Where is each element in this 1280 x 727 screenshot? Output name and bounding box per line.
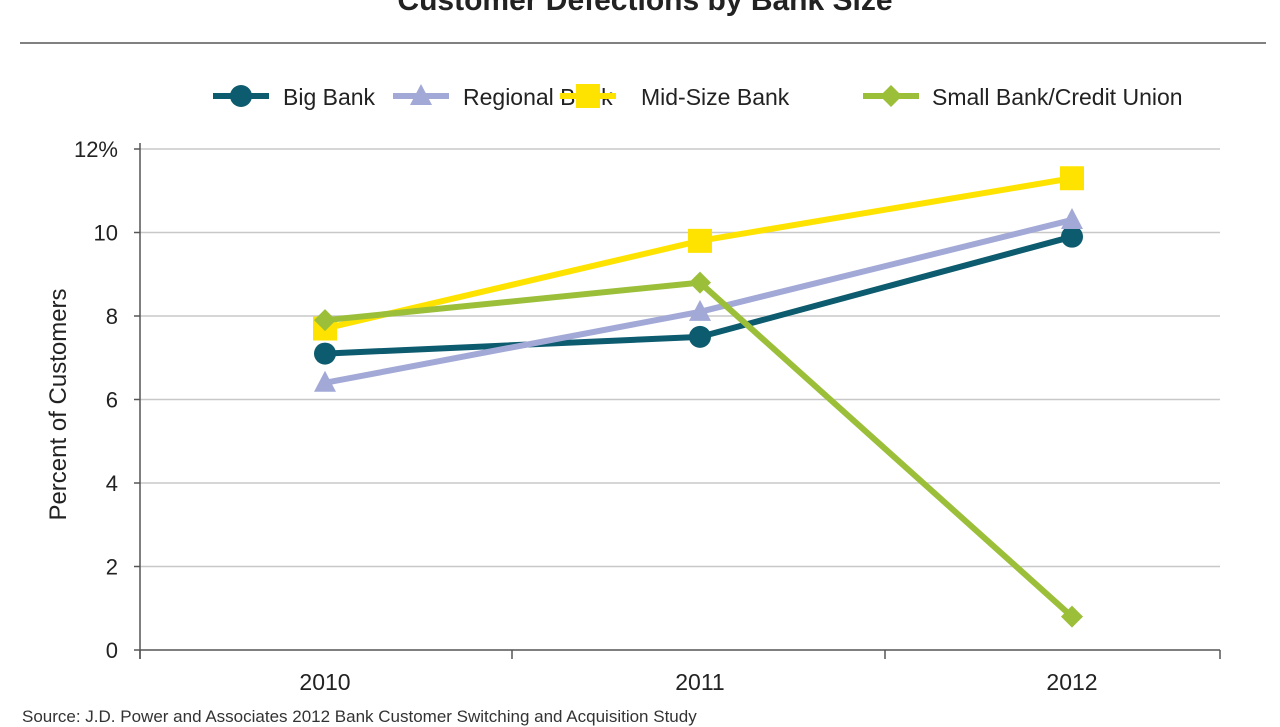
data-point-regional-bank: [314, 370, 336, 392]
legend-label-mid-size-bank: Mid-Size Bank: [641, 84, 790, 110]
legend-marker-small-bank-credit-union: [880, 85, 902, 107]
data-point-small-bank-credit-union: [314, 309, 336, 332]
y-tick-label: 12%: [74, 137, 118, 162]
data-point-big-bank: [1061, 225, 1083, 248]
data-point-mid-size-bank: [1060, 166, 1084, 191]
data-point-regional-bank: [689, 299, 711, 321]
data-point-big-bank: [314, 342, 336, 365]
data-point-regional-bank: [1061, 207, 1083, 229]
legend-marker-regional-bank: [410, 84, 432, 105]
y-tick-label: 4: [106, 471, 118, 496]
data-point-big-bank: [689, 325, 711, 348]
x-tick-label: 2012: [1046, 669, 1097, 695]
chart-title: Customer Defections by Bank Size: [397, 0, 893, 17]
y-axis-label: Percent of Customers: [45, 288, 72, 520]
y-tick-label: 0: [106, 638, 118, 663]
y-tick-label: 8: [106, 304, 118, 329]
legend-marker-big-bank: [230, 85, 252, 107]
legend-marker-mid-size-bank: [576, 84, 600, 108]
x-tick-label: 2010: [299, 669, 350, 695]
y-tick-label: 6: [106, 388, 118, 413]
data-point-mid-size-bank: [688, 228, 712, 253]
data-point-small-bank-credit-union: [689, 271, 711, 294]
legend-label-big-bank: Big Bank: [283, 84, 376, 110]
title-divider: [20, 42, 1266, 44]
data-point-small-bank-credit-union: [1061, 605, 1083, 628]
x-tick-label: 2011: [675, 669, 724, 695]
y-tick-label: 10: [94, 221, 118, 246]
y-tick-label: 2: [106, 555, 118, 580]
legend-label-small-bank-credit-union: Small Bank/Credit Union: [932, 84, 1183, 110]
source-note: Source: J.D. Power and Associates 2012 B…: [22, 707, 697, 726]
